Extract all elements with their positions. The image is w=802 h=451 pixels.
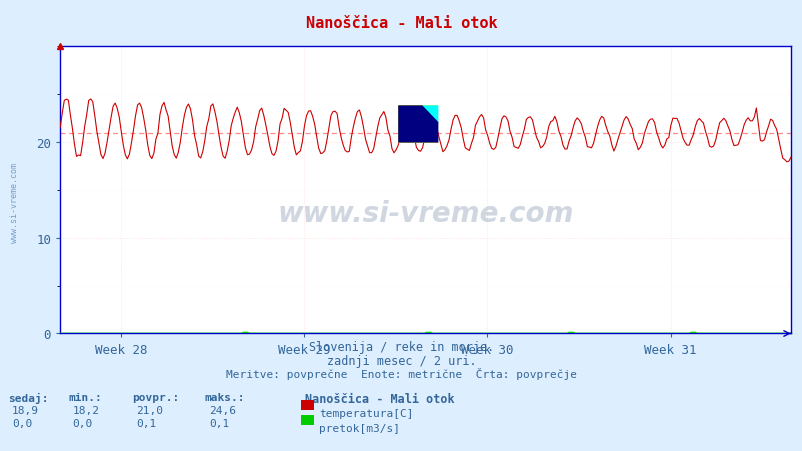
- Text: Nanoščica - Mali otok: Nanoščica - Mali otok: [306, 16, 496, 31]
- Text: 0,0: 0,0: [12, 419, 32, 428]
- Text: min.:: min.:: [68, 392, 102, 402]
- Text: pretok[m3/s]: pretok[m3/s]: [318, 423, 399, 433]
- Polygon shape: [398, 106, 438, 143]
- Text: www.si-vreme.com: www.si-vreme.com: [277, 199, 573, 227]
- Text: temperatura[C]: temperatura[C]: [318, 408, 413, 418]
- Text: 0,1: 0,1: [136, 419, 156, 428]
- Text: zadnji mesec / 2 uri.: zadnji mesec / 2 uri.: [326, 354, 476, 367]
- Text: sedaj:: sedaj:: [8, 392, 48, 403]
- Text: www.si-vreme.com: www.si-vreme.com: [10, 163, 19, 243]
- Text: 18,9: 18,9: [12, 405, 39, 415]
- Text: 21,0: 21,0: [136, 405, 164, 415]
- Polygon shape: [398, 106, 438, 143]
- Text: 0,1: 0,1: [209, 419, 229, 428]
- Text: 24,6: 24,6: [209, 405, 236, 415]
- Text: 18,2: 18,2: [72, 405, 99, 415]
- Text: povpr.:: povpr.:: [132, 392, 180, 402]
- Text: Meritve: povprečne  Enote: metrične  Črta: povprečje: Meritve: povprečne Enote: metrične Črta:…: [225, 368, 577, 380]
- Polygon shape: [398, 106, 438, 143]
- Text: Slovenija / reke in morje.: Slovenija / reke in morje.: [309, 341, 493, 354]
- Text: Nanoščica - Mali otok: Nanoščica - Mali otok: [305, 392, 454, 405]
- Text: 0,0: 0,0: [72, 419, 92, 428]
- Text: maks.:: maks.:: [205, 392, 245, 402]
